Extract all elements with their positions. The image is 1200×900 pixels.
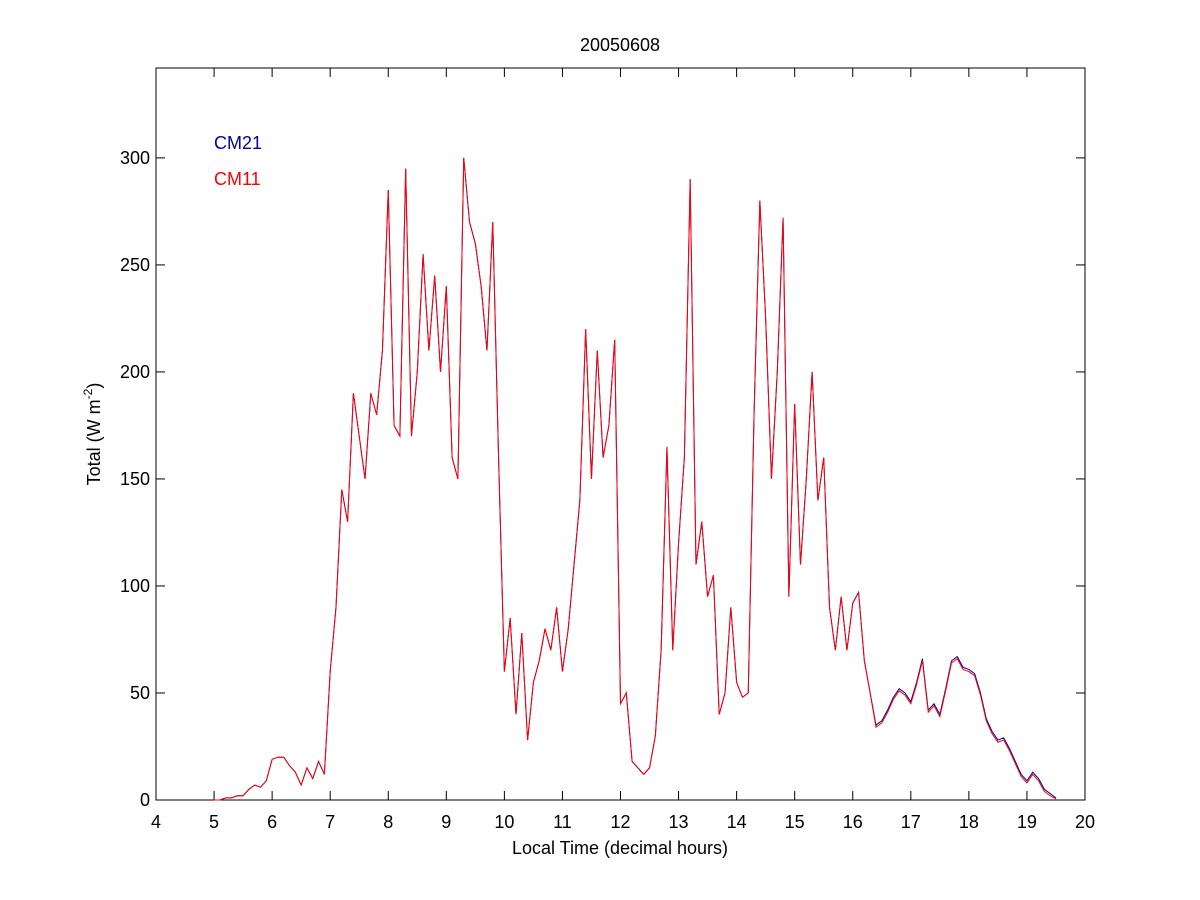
x-tick-label: 12 [610, 812, 630, 832]
x-tick-label: 11 [553, 812, 572, 832]
y-tick-label: 50 [130, 683, 150, 703]
x-tick-label: 17 [901, 812, 921, 832]
y-tick-label: 0 [140, 790, 150, 810]
chart-title: 20050608 [580, 35, 660, 55]
x-tick-label: 20 [1075, 812, 1095, 832]
x-tick-label: 18 [959, 812, 979, 832]
x-axis-label: Local Time (decimal hours) [512, 838, 728, 858]
x-tick-label: 9 [441, 812, 451, 832]
legend-label: CM11 [214, 169, 261, 189]
x-tick-label: 10 [494, 812, 514, 832]
x-tick-label: 7 [325, 812, 335, 832]
x-tick-label: 15 [785, 812, 805, 832]
x-tick-label: 6 [267, 812, 277, 832]
x-tick-label: 5 [209, 812, 219, 832]
y-tick-label: 100 [120, 576, 150, 596]
y-axis-label: Total (W m-2) [81, 383, 104, 486]
y-tick-label: 250 [120, 255, 150, 275]
x-tick-label: 16 [843, 812, 863, 832]
y-axis-label-text: Total (W m [84, 399, 104, 485]
x-tick-label: 14 [727, 812, 747, 832]
legend-label: CM21 [214, 133, 262, 153]
y-axis-label-sup: -2 [81, 388, 95, 399]
x-tick-label: 4 [151, 812, 161, 832]
y-axis-label-end: ) [84, 383, 104, 389]
y-tick-label: 200 [120, 362, 150, 382]
x-tick-label: 8 [383, 812, 393, 832]
y-tick-label: 150 [120, 469, 150, 489]
x-tick-label: 19 [1017, 812, 1037, 832]
x-tick-label: 13 [669, 812, 689, 832]
series-line [214, 157, 1057, 801]
y-tick-label: 300 [120, 148, 150, 168]
